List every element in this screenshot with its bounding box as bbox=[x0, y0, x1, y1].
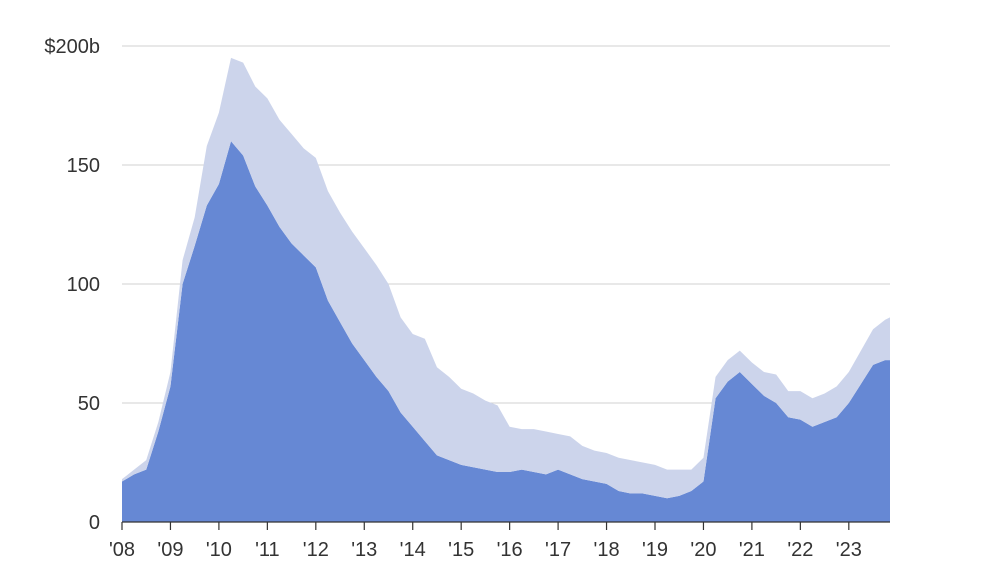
area-series-1 bbox=[122, 141, 890, 522]
x-tick-label: '08 bbox=[109, 539, 135, 561]
x-tick-label: '14 bbox=[400, 539, 426, 561]
y-axis-tick-labels: 0 50 100 150 $200b bbox=[44, 36, 100, 534]
y-tick-label: 50 bbox=[78, 393, 100, 415]
x-tick-label: '11 bbox=[255, 539, 280, 561]
y-tick-label: 0 bbox=[89, 512, 100, 534]
area-series bbox=[122, 57, 890, 522]
x-tick-label: '22 bbox=[787, 539, 813, 561]
axes bbox=[121, 521, 890, 530]
x-tick-label: '09 bbox=[157, 539, 183, 561]
x-axis-tick-labels: '08 '09 '10 '11 '12 '13 '14 '15 '16 '17 '18 '19 '20 '… bbox=[109, 539, 862, 561]
y-tick-label: 150 bbox=[67, 155, 100, 177]
x-tick-label: '21 bbox=[739, 539, 765, 561]
x-tick-label: '23 bbox=[836, 539, 862, 561]
x-tick-label: '19 bbox=[642, 539, 668, 561]
x-tick-label: '12 bbox=[303, 539, 329, 561]
y-tick-label: $200b bbox=[44, 36, 100, 58]
y-tick-label: 100 bbox=[67, 274, 100, 296]
x-tick-label: '13 bbox=[351, 539, 377, 561]
x-tick-label: '17 bbox=[545, 539, 571, 561]
area-series-2 bbox=[122, 57, 890, 499]
x-tick-label: '15 bbox=[448, 539, 474, 561]
x-tick-label: '16 bbox=[497, 539, 523, 561]
x-tick-label: '20 bbox=[690, 539, 716, 561]
x-tick-label: '10 bbox=[206, 539, 232, 561]
x-tick-label: '18 bbox=[594, 539, 620, 561]
